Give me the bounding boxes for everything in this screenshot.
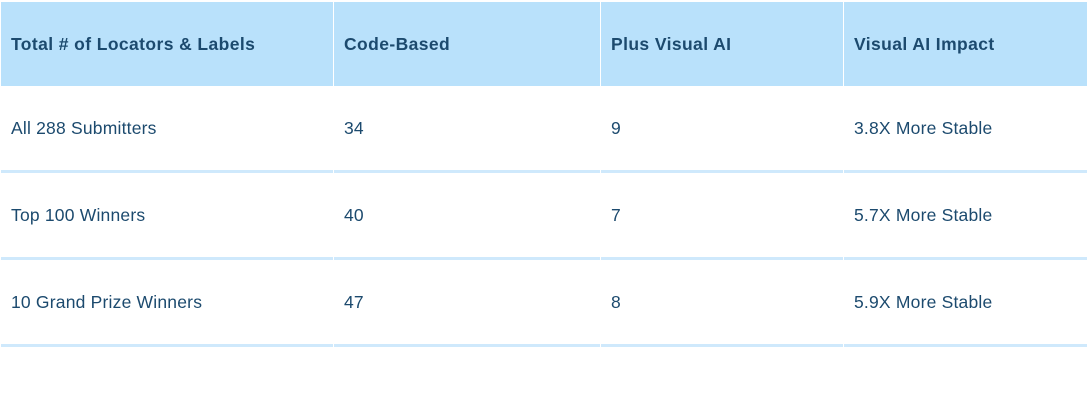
table-header: Total # of Locators & Labels Code-Based … xyxy=(1,2,1087,86)
column-header-code-based: Code-Based xyxy=(334,2,600,86)
impact-cell: 5.7X More Stable xyxy=(844,173,1087,260)
comparison-table: Total # of Locators & Labels Code-Based … xyxy=(0,2,1088,347)
row-label-cell: All 288 Submitters xyxy=(1,86,333,173)
code-based-cell: 47 xyxy=(334,260,600,347)
plus-visual-ai-cell: 8 xyxy=(601,260,843,347)
column-header-locators-labels: Total # of Locators & Labels xyxy=(1,2,333,86)
column-header-visual-ai-impact: Visual AI Impact xyxy=(844,2,1087,86)
table-row: All 288 Submitters 34 9 3.8X More Stable xyxy=(1,86,1087,173)
code-based-cell: 34 xyxy=(334,86,600,173)
table-row: 10 Grand Prize Winners 47 8 5.9X More St… xyxy=(1,260,1087,347)
column-header-plus-visual-ai: Plus Visual AI xyxy=(601,2,843,86)
impact-cell: 3.8X More Stable xyxy=(844,86,1087,173)
row-label-cell: Top 100 Winners xyxy=(1,173,333,260)
table-row: Top 100 Winners 40 7 5.7X More Stable xyxy=(1,173,1087,260)
row-label-cell: 10 Grand Prize Winners xyxy=(1,260,333,347)
code-based-cell: 40 xyxy=(334,173,600,260)
plus-visual-ai-cell: 9 xyxy=(601,86,843,173)
header-row: Total # of Locators & Labels Code-Based … xyxy=(1,2,1087,86)
impact-cell: 5.9X More Stable xyxy=(844,260,1087,347)
table-body: All 288 Submitters 34 9 3.8X More Stable… xyxy=(1,86,1087,347)
plus-visual-ai-cell: 7 xyxy=(601,173,843,260)
